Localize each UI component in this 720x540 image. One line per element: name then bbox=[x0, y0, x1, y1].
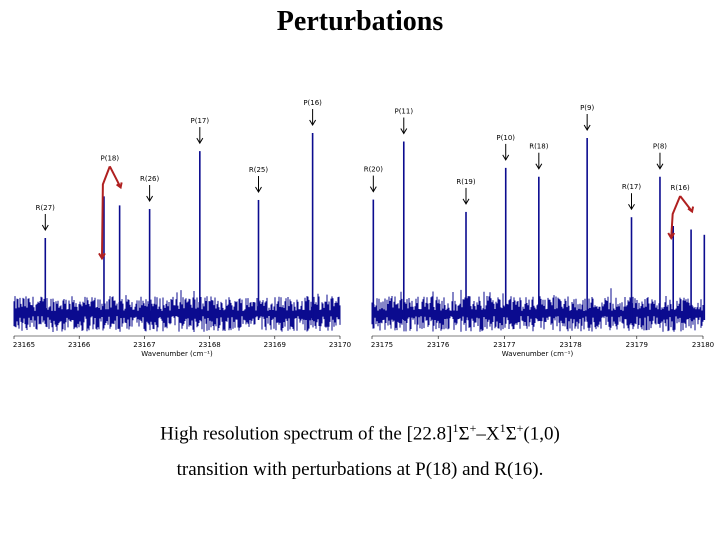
perturbation-arrow bbox=[670, 195, 682, 239]
peak-arrow-head bbox=[196, 137, 204, 145]
x-axis-label: Wavenumber (cm⁻¹) bbox=[141, 350, 213, 358]
caption-sup-2: 1 bbox=[499, 421, 506, 435]
x-tick-label: 23168 bbox=[198, 341, 220, 349]
caption-sup-1: 1 bbox=[452, 421, 459, 435]
x-axis-label: Wavenumber (cm⁻¹) bbox=[502, 350, 574, 358]
spectrum-noise-trace bbox=[13, 290, 341, 332]
x-tick-label: 23166 bbox=[68, 341, 91, 349]
peak-arrow-head bbox=[656, 163, 664, 170]
peak-label: P(16) bbox=[303, 99, 322, 107]
spectrum-figure: R(27) R(26) P(17) R(25) P(16) P(18) 23165 23166… bbox=[13, 99, 714, 358]
page-title: Perturbations bbox=[276, 6, 444, 37]
peak-label: R(18) bbox=[529, 143, 549, 151]
peak-label: R(16) bbox=[671, 184, 691, 192]
x-tick-label: 23177 bbox=[493, 341, 515, 349]
peak-arrow-head bbox=[502, 154, 510, 161]
caption-line-1: High resolution spectrum of the [22.8]1Σ… bbox=[0, 421, 720, 445]
peak-label: R(26) bbox=[140, 175, 160, 183]
peak-label: P(18) bbox=[101, 154, 120, 162]
caption-plus-2: + bbox=[516, 421, 524, 435]
x-tick-label: 23175 bbox=[371, 341, 393, 349]
perturbation-arrow bbox=[100, 165, 111, 259]
peak-arrow-head bbox=[369, 186, 377, 193]
x-tick-label: 23169 bbox=[264, 341, 286, 349]
spectrum-panel-left: R(27) R(26) P(17) R(25) P(16) P(18) 23165 23166… bbox=[13, 99, 351, 358]
peak-arrow-head bbox=[255, 186, 262, 193]
x-tick-label: 23170 bbox=[329, 341, 351, 349]
x-tick-label: 23180 bbox=[692, 341, 714, 349]
peak-arrow-head bbox=[628, 203, 635, 211]
peak-label: P(10) bbox=[496, 134, 515, 142]
peak-arrow-head bbox=[400, 128, 408, 135]
peak-label: R(25) bbox=[249, 166, 269, 174]
perturbation-arrow-head bbox=[98, 252, 106, 261]
spectrum-panel-right: R(20)P(11)R(19)P(10)R(18)P(9)R(17)P(8)P(… bbox=[364, 104, 714, 358]
caption-plus-1: + bbox=[469, 421, 477, 435]
peak-label: P(17) bbox=[191, 117, 210, 125]
peak-label: P(9) bbox=[580, 104, 594, 112]
perturbation-arrow-head bbox=[116, 182, 123, 190]
perturbation-arrow-head bbox=[687, 206, 695, 214]
peak-arrow-head bbox=[309, 119, 317, 126]
x-tick-label: 23167 bbox=[133, 341, 155, 349]
x-tick-label: 23178 bbox=[559, 341, 581, 349]
caption-sigma-1: Σ bbox=[458, 423, 470, 445]
perturbation-arrow-head bbox=[667, 232, 676, 240]
peak-arrow-head bbox=[41, 224, 49, 231]
x-tick-label: 23176 bbox=[427, 341, 450, 349]
peak-label: R(27) bbox=[36, 204, 56, 212]
peak-label: P(8) bbox=[653, 143, 667, 151]
peak-arrow-head bbox=[583, 124, 591, 131]
caption-sigma-2: Σ bbox=[505, 423, 517, 445]
peak-label: R(17) bbox=[622, 183, 642, 191]
peak-label: R(20) bbox=[364, 166, 384, 174]
peak-arrow-head bbox=[535, 163, 543, 170]
perturbation-arrow bbox=[108, 165, 122, 188]
spectrum-noise-trace bbox=[371, 288, 704, 332]
x-tick-label: 23179 bbox=[626, 341, 648, 349]
caption-line-1-mid: –X bbox=[476, 423, 500, 445]
peak-arrow-head bbox=[462, 198, 470, 205]
caption-line-1-pre: High resolution spectrum of the [22.8] bbox=[160, 423, 453, 445]
caption-line-2: transition with perturbations at P(18) a… bbox=[176, 459, 544, 480]
peak-label: P(11) bbox=[394, 108, 413, 116]
caption-line-1-post: (1,0) bbox=[523, 423, 560, 445]
peak-arrow-head bbox=[146, 195, 154, 202]
x-tick-label: 23165 bbox=[13, 341, 35, 349]
peak-label: R(19) bbox=[456, 178, 476, 186]
